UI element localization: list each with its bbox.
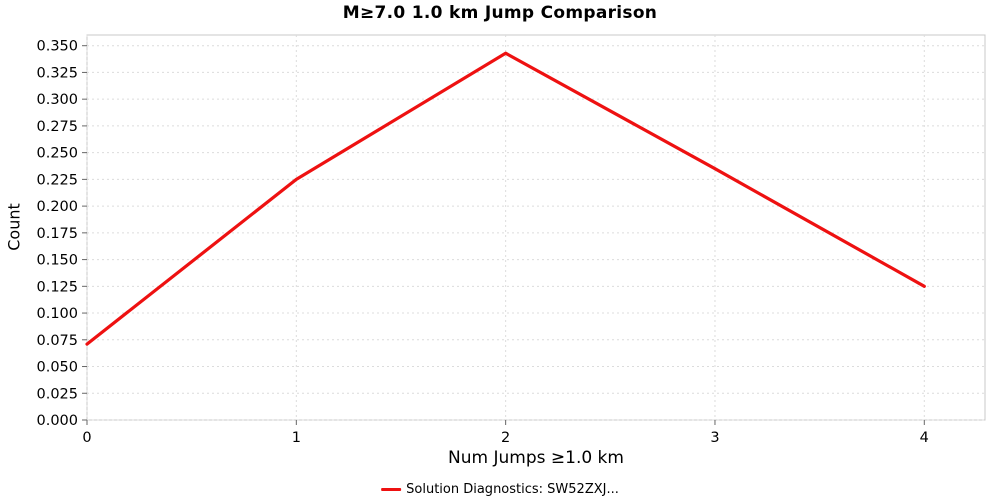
- chart-title: M≥7.0 1.0 km Jump Comparison: [342, 3, 658, 23]
- svg-text:0.000: 0.000: [36, 413, 78, 429]
- svg-text:4: 4: [920, 430, 929, 446]
- svg-text:0.225: 0.225: [36, 172, 78, 188]
- svg-text:0.100: 0.100: [36, 306, 78, 322]
- svg-text:0.150: 0.150: [36, 253, 78, 269]
- legend-label: Solution Diagnostics: SW52ZXJ...: [406, 482, 619, 497]
- legend-line-swatch: [381, 488, 402, 491]
- svg-text:0.125: 0.125: [36, 279, 78, 295]
- svg-text:0.275: 0.275: [36, 119, 78, 135]
- svg-text:3: 3: [710, 430, 719, 446]
- svg-text:0.200: 0.200: [36, 199, 78, 215]
- legend: Solution Diagnostics: SW52ZXJ...: [381, 482, 619, 497]
- svg-text:0.075: 0.075: [36, 333, 78, 349]
- svg-text:0.325: 0.325: [36, 65, 78, 81]
- svg-text:0.250: 0.250: [36, 146, 78, 162]
- svg-text:0.050: 0.050: [36, 360, 78, 376]
- svg-text:0: 0: [82, 430, 91, 446]
- svg-text:0.175: 0.175: [36, 226, 78, 242]
- svg-text:0.300: 0.300: [36, 92, 78, 108]
- svg-text:0.025: 0.025: [36, 386, 78, 402]
- x-axis-label: Num Jumps ≥1.0 km: [448, 448, 624, 468]
- svg-text:0.350: 0.350: [36, 39, 78, 55]
- svg-text:2: 2: [501, 430, 510, 446]
- svg-text:1: 1: [292, 430, 301, 446]
